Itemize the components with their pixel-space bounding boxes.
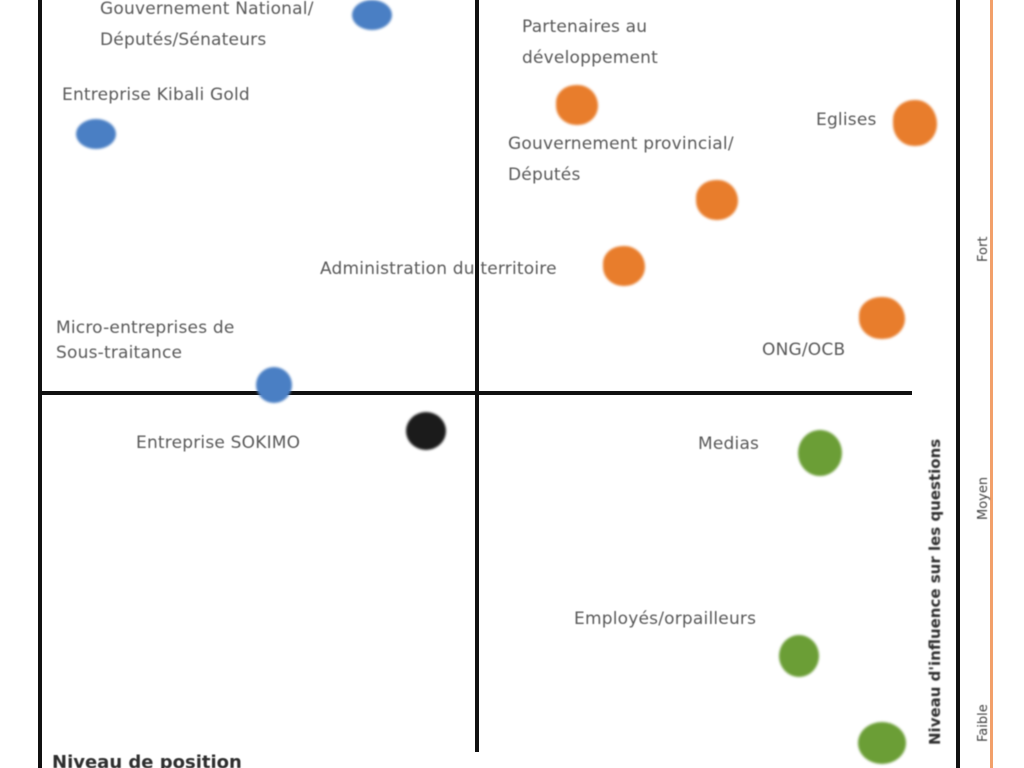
axis-accent-line xyxy=(990,0,993,768)
label-administration: Administration du territoire xyxy=(320,259,557,279)
label-gouvernement-national: Gouvernement National/ Députés/Sénateurs xyxy=(100,0,314,50)
label-kibali-gold: Entreprise Kibali Gold xyxy=(62,85,250,105)
label-gouvernement-provincial: Gouvernement provincial/ Députés xyxy=(508,134,734,185)
marker-kibali-gold xyxy=(76,119,116,149)
marker-sokimo xyxy=(406,412,446,450)
horizontal-axis-title: Niveau de position xyxy=(52,752,242,768)
right-border-line xyxy=(956,0,960,768)
marker-employes xyxy=(779,635,819,677)
label-medias: Medias xyxy=(698,434,760,454)
label-micro-entreprises: Micro-entreprises de Sous-traitance xyxy=(56,318,235,363)
axis-label-fort: Fort xyxy=(976,236,991,262)
marker-ong xyxy=(859,297,905,339)
marker-gouvernement-national xyxy=(352,0,392,30)
axis-label-faible: Faible xyxy=(976,704,991,742)
marker-administration xyxy=(603,246,645,286)
label-employes: Employés/orpailleurs xyxy=(574,609,757,629)
label-eglises: Eglises xyxy=(816,110,877,130)
marker-partenaires xyxy=(556,85,598,125)
label-sokimo: Entreprise SOKIMO xyxy=(136,433,301,453)
marker-gouvernement-provincial xyxy=(696,180,738,220)
label-partenaires: Partenaires au développement xyxy=(522,17,658,68)
marker-partially-visible xyxy=(858,722,906,764)
marker-eglises xyxy=(893,100,937,146)
marker-medias xyxy=(798,430,842,476)
label-ong: ONG/OCB xyxy=(762,340,846,360)
marker-micro-entreprises xyxy=(256,367,292,403)
center-horizontal-divider xyxy=(40,391,912,395)
axis-label-moyen: Moyen xyxy=(976,476,991,520)
left-border-line xyxy=(38,0,42,768)
center-vertical-divider xyxy=(475,0,479,752)
vertical-axis-title: Niveau d'influence sur les questions xyxy=(926,438,944,745)
